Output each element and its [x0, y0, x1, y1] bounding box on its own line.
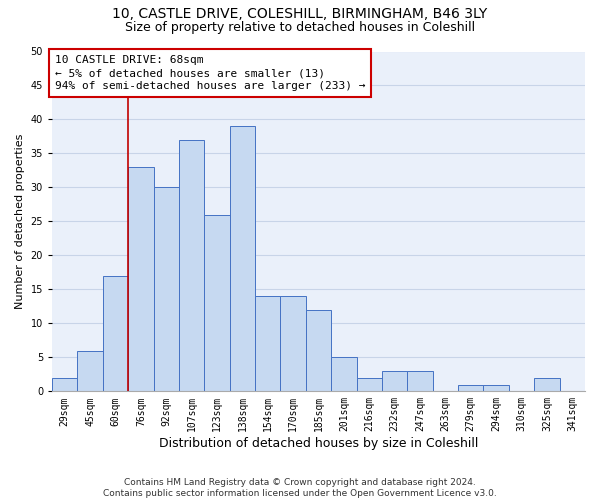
Text: 10, CASTLE DRIVE, COLESHILL, BIRMINGHAM, B46 3LY: 10, CASTLE DRIVE, COLESHILL, BIRMINGHAM,…: [112, 8, 488, 22]
Bar: [458, 384, 484, 392]
Bar: [103, 276, 128, 392]
Bar: [306, 310, 331, 392]
Y-axis label: Number of detached properties: Number of detached properties: [15, 134, 25, 309]
Text: Contains HM Land Registry data © Crown copyright and database right 2024.
Contai: Contains HM Land Registry data © Crown c…: [103, 478, 497, 498]
Bar: [356, 378, 382, 392]
Bar: [255, 296, 280, 392]
Bar: [280, 296, 306, 392]
Bar: [407, 371, 433, 392]
Bar: [382, 371, 407, 392]
Bar: [534, 378, 560, 392]
Bar: [230, 126, 255, 392]
Bar: [52, 378, 77, 392]
Bar: [77, 350, 103, 392]
Bar: [154, 188, 179, 392]
Text: Size of property relative to detached houses in Coleshill: Size of property relative to detached ho…: [125, 21, 475, 34]
Text: 10 CASTLE DRIVE: 68sqm
← 5% of detached houses are smaller (13)
94% of semi-deta: 10 CASTLE DRIVE: 68sqm ← 5% of detached …: [55, 55, 365, 92]
Bar: [331, 358, 356, 392]
Bar: [179, 140, 205, 392]
Bar: [205, 214, 230, 392]
Bar: [128, 167, 154, 392]
X-axis label: Distribution of detached houses by size in Coleshill: Distribution of detached houses by size …: [159, 437, 478, 450]
Bar: [484, 384, 509, 392]
